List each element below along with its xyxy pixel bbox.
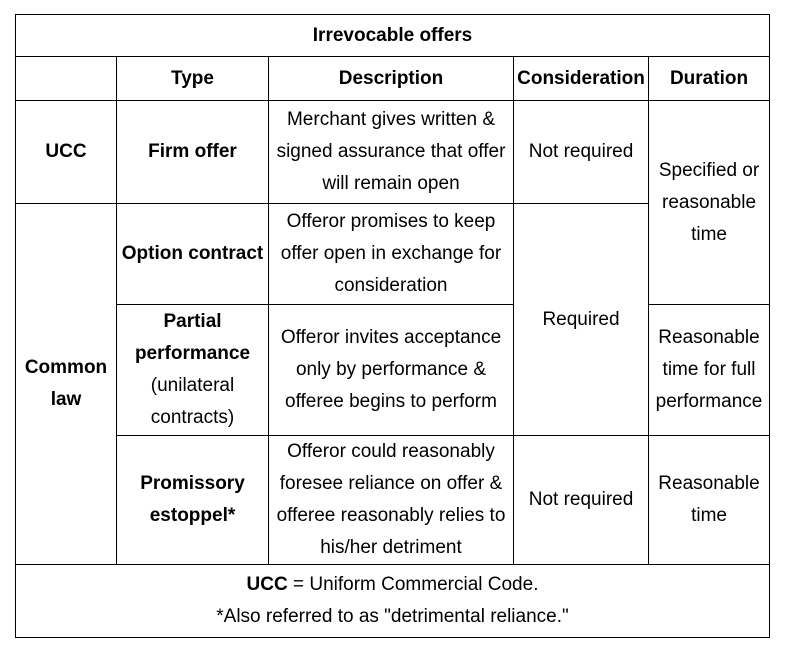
table-title-row: Irrevocable offers (14, 14, 771, 57)
table-header-row: Type Description Consideration Duration (15, 56, 771, 101)
footnote-ucc-definition: = Uniform Commercial Code. (287, 574, 539, 595)
type-option-contract: Option contract (116, 203, 269, 305)
footnotes-row: UCC = Uniform Commercial Code. *Also ref… (14, 564, 771, 638)
col-header-duration: Duration (647, 56, 771, 101)
col-header-category (15, 56, 117, 101)
table-title: Irrevocable offers (14, 14, 771, 57)
duration-partial-performance: Reasonable time for full performance (647, 304, 771, 436)
description-promissory-estoppel: Offeror could reasonably foresee relianc… (268, 435, 514, 565)
footnotes-cell: UCC = Uniform Commercial Code. *Also ref… (14, 564, 771, 638)
row-partial-performance: Partial performance (unilateral contract… (16, 304, 771, 436)
duration-ucc-and-option: Specified or reasonable time (647, 100, 771, 305)
type-promissory-estoppel: Promissory estoppel* (116, 435, 269, 565)
description-partial-performance: Offeror invites acceptance only by perfo… (268, 304, 514, 436)
consideration-promissory-estoppel: Not required (513, 435, 649, 565)
row-option-contract: Common law Option contract Offeror promi… (15, 203, 770, 565)
col-header-consideration: Consideration (513, 56, 649, 101)
footnote-detrimental-reliance: *Also referred to as "detrimental relian… (216, 606, 569, 627)
description-option-contract: Offeror promises to keep offer open in e… (268, 203, 514, 305)
row-promissory-estoppel: Promissory estoppel* Offeror could reaso… (16, 435, 771, 565)
type-firm-offer: Firm offer (116, 100, 269, 204)
type-partial-performance: Partial performance (unilateral contract… (116, 304, 269, 436)
category-ucc: UCC (15, 100, 117, 204)
col-header-type: Type (116, 56, 269, 101)
type-partial-performance-note: (unilateral contracts) (150, 375, 235, 428)
col-header-description: Description (268, 56, 514, 101)
duration-promissory-estoppel: Reasonable time (647, 435, 771, 565)
category-common-law: Common law (15, 203, 117, 565)
footnote-ucc-term: UCC (246, 574, 288, 595)
description-firm-offer: Merchant gives written & signed assuranc… (268, 100, 514, 204)
type-partial-performance-bold: Partial performance (134, 311, 251, 364)
consideration-firm-offer: Not required (513, 100, 649, 204)
consideration-option-and-partial: Required (513, 203, 649, 436)
irrevocable-offers-table: Irrevocable offers Type Description Cons… (14, 14, 771, 638)
row-ucc-firm-offer: UCC Firm offer Merchant gives written & … (15, 100, 771, 305)
footnote-ucc: UCC = Uniform Commercial Code. (20, 569, 765, 601)
